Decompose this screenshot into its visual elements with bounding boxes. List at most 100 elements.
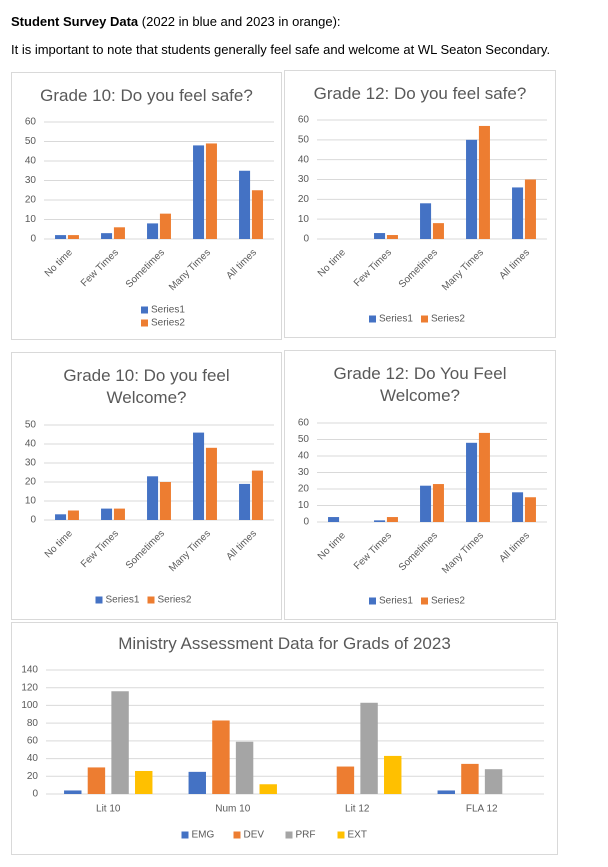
y-tick-label: 40 xyxy=(298,154,310,165)
header-text: It is important to note that students ge… xyxy=(11,42,551,57)
x-tick-label: Many Times xyxy=(440,530,486,576)
bar xyxy=(235,741,254,794)
legend-label: EMG xyxy=(192,830,215,841)
x-tick-label: FLA 12 xyxy=(466,804,498,815)
x-tick-label: No time xyxy=(316,530,348,562)
chart-panel: 0 10 20 30 40 50 60 No time Few Times Sometimes Ma… xyxy=(11,72,282,340)
chart-title: Grade 12: Do you feel safe? xyxy=(313,84,527,103)
bar xyxy=(524,497,536,522)
legend-label: Series1 xyxy=(151,305,185,316)
x-tick-label: Few Times xyxy=(79,528,121,570)
x-tick-label: No time xyxy=(43,247,75,279)
bar xyxy=(512,187,524,239)
bar xyxy=(212,720,230,794)
x-tick-label: Sometimes xyxy=(124,247,167,290)
bar xyxy=(135,770,153,794)
y-tick-label: 0 xyxy=(303,234,309,245)
bar xyxy=(432,484,444,522)
legend-label: Series1 xyxy=(379,596,413,607)
y-tick-label: 50 xyxy=(25,420,37,431)
x-tick-label: Many Times xyxy=(167,247,213,293)
chart-title: Ministry Assessment Data for Grads of 20… xyxy=(118,634,451,653)
bar xyxy=(101,508,113,520)
y-tick-label: 40 xyxy=(25,439,37,450)
chart: 0 10 20 30 40 50 60 No time Few Times Sometimes Ma… xyxy=(25,117,274,329)
y-tick-label: 10 xyxy=(298,500,310,511)
bar xyxy=(205,143,217,239)
y-tick-label: 10 xyxy=(25,214,37,225)
bar xyxy=(111,691,129,794)
y-tick-label: 20 xyxy=(298,484,310,495)
chart-panel: 0 10 20 30 40 50 60 No time Few Times Sometimes Ma… xyxy=(284,70,556,338)
bar xyxy=(193,145,205,239)
x-tick-label: Many Times xyxy=(440,247,486,293)
bar xyxy=(384,755,402,794)
header-title: Student Survey Data xyxy=(11,14,139,29)
bar xyxy=(239,170,251,239)
legend-swatch xyxy=(95,596,103,604)
bar xyxy=(461,763,479,794)
legend-label: Series2 xyxy=(151,318,185,329)
y-tick-label: 20 xyxy=(25,195,37,206)
x-tick-label: All times xyxy=(497,247,532,282)
x-tick-label: No time xyxy=(316,247,348,279)
bar xyxy=(113,227,125,239)
bar xyxy=(420,485,432,522)
legend-label: Series2 xyxy=(431,314,465,325)
bar xyxy=(147,223,159,239)
legend-swatch xyxy=(369,597,376,605)
legend-label: PRF xyxy=(296,830,316,841)
legend-swatch xyxy=(233,831,241,839)
bar xyxy=(188,771,206,794)
y-tick-label: 100 xyxy=(21,700,38,711)
y-tick-label: 50 xyxy=(25,136,37,147)
bar xyxy=(193,432,205,520)
legend-label: Series1 xyxy=(106,595,140,606)
y-tick-label: 0 xyxy=(30,515,36,526)
bar xyxy=(478,432,490,522)
y-tick-label: 50 xyxy=(298,134,310,145)
x-tick-label: All times xyxy=(224,247,259,282)
x-tick-label: All times xyxy=(497,530,532,565)
y-tick-label: 30 xyxy=(298,174,310,185)
x-tick-label: Sometimes xyxy=(397,530,440,573)
y-tick-label: 40 xyxy=(298,451,310,462)
bar xyxy=(386,235,398,239)
y-tick-label: 10 xyxy=(25,496,37,507)
bar xyxy=(113,508,125,520)
y-tick-label: 60 xyxy=(298,115,310,126)
legend-label: DEV xyxy=(244,830,265,841)
bar xyxy=(55,235,67,239)
y-tick-label: 10 xyxy=(298,214,310,225)
bar xyxy=(147,476,159,520)
bar xyxy=(512,492,524,522)
bar xyxy=(87,767,106,794)
chart-panel: 0 20 40 60 80 100 120 140 Lit 10 Num 10 Lit 12 FLA … xyxy=(11,622,558,855)
y-tick-label: 20 xyxy=(298,194,310,205)
chart: 0 10 20 30 40 50 60 No time Few Times Sometimes Ma… xyxy=(298,418,547,607)
chart-panel: 0 10 20 30 40 50 No time Few Times Sometimes Many… xyxy=(11,352,282,620)
x-tick-label: Few Times xyxy=(352,247,394,289)
bar xyxy=(466,139,478,239)
x-tick-label: All times xyxy=(224,528,259,563)
legend-swatch xyxy=(421,597,428,605)
y-tick-label: 30 xyxy=(298,467,310,478)
legend-swatch xyxy=(141,306,148,314)
chart-panel: 0 10 20 30 40 50 60 No time Few Times Sometimes Ma… xyxy=(284,350,556,620)
y-tick-label: 60 xyxy=(27,735,39,746)
bar xyxy=(478,125,490,239)
chart: 0 10 20 30 40 50 No time Few Times Sometimes Many… xyxy=(25,420,274,606)
y-tick-label: 0 xyxy=(30,234,36,245)
x-tick-label: No time xyxy=(43,528,75,560)
bar xyxy=(374,520,386,522)
x-tick-label: Num 10 xyxy=(215,804,250,815)
bar xyxy=(239,483,251,520)
legend-swatch xyxy=(337,831,345,839)
y-tick-label: 50 xyxy=(298,434,310,445)
y-tick-label: 40 xyxy=(27,753,39,764)
legend-label: Series1 xyxy=(379,314,413,325)
y-tick-label: 120 xyxy=(21,682,38,693)
bar xyxy=(67,510,79,520)
x-tick-label: Sometimes xyxy=(124,528,167,571)
y-tick-label: 60 xyxy=(298,418,310,429)
